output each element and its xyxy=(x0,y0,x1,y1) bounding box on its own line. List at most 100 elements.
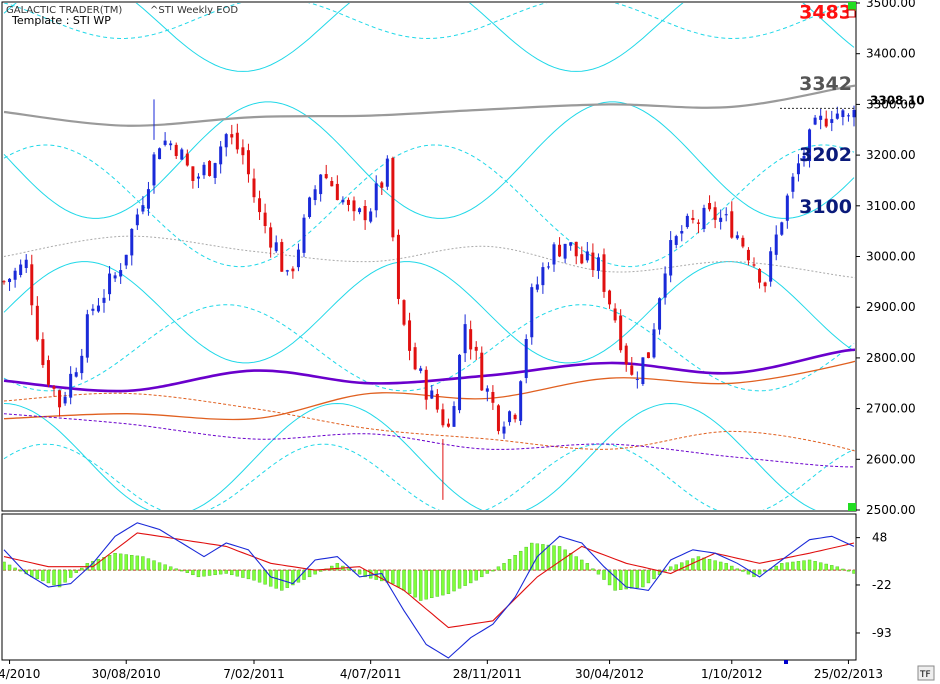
histogram-bar xyxy=(613,569,617,591)
histogram-bar xyxy=(596,569,601,575)
macd-tick-label: -93 xyxy=(872,626,892,640)
candle-body xyxy=(469,329,473,350)
histogram-bar xyxy=(624,569,628,590)
y-tick-label: 2700.00 xyxy=(866,402,916,416)
histogram-bar xyxy=(630,569,634,589)
histogram-bar xyxy=(41,569,45,582)
histogram-bar xyxy=(307,569,312,578)
candle-body xyxy=(135,214,139,226)
candle-body xyxy=(363,205,367,221)
candle-body xyxy=(296,249,300,268)
histogram-bar xyxy=(235,569,240,577)
histogram-bar xyxy=(468,569,473,584)
level-annotation: 3100 xyxy=(799,196,852,218)
candle-body xyxy=(480,352,484,391)
candle-body xyxy=(474,346,478,351)
candle-body xyxy=(663,273,667,298)
candle-body xyxy=(708,203,712,210)
y-tick-label: 3400.00 xyxy=(866,47,916,61)
histogram-bar xyxy=(152,560,156,571)
candle-body xyxy=(63,396,67,404)
histogram-bar xyxy=(246,569,251,580)
histogram-bar xyxy=(852,569,855,574)
candle-body xyxy=(724,214,728,216)
window-close-marker[interactable] xyxy=(847,9,856,18)
candle-body xyxy=(641,357,645,385)
time-cursor-marker[interactable] xyxy=(784,660,788,664)
histogram-bar xyxy=(546,544,551,571)
candle-body xyxy=(846,115,850,117)
histogram-bar xyxy=(180,569,184,572)
histogram-bar xyxy=(552,545,556,571)
candle-body xyxy=(413,347,417,370)
histogram-bar xyxy=(168,566,173,571)
histogram-bar xyxy=(713,560,717,571)
histogram-bar xyxy=(674,564,678,571)
cycle-line xyxy=(3,3,855,72)
signal-line xyxy=(3,532,855,629)
candle-body xyxy=(835,113,839,119)
scroll-down-marker[interactable] xyxy=(848,503,856,511)
cycle-line xyxy=(3,304,855,392)
app-title: GALACTIC TRADER(TM) xyxy=(6,5,122,16)
candle-body xyxy=(519,381,523,421)
histogram-bar xyxy=(446,569,451,594)
histogram-bar xyxy=(507,559,512,571)
histogram-bar xyxy=(7,564,12,571)
histogram-bar xyxy=(668,566,673,571)
candle-body xyxy=(313,189,317,201)
overlay-line xyxy=(3,360,855,421)
histogram-bar xyxy=(202,569,206,577)
candle-body xyxy=(780,222,784,235)
y-tick-label: 3000.00 xyxy=(866,250,916,264)
histogram-bar xyxy=(796,561,801,571)
histogram-bar xyxy=(580,559,584,571)
histogram-bar xyxy=(557,546,562,571)
histogram-bar xyxy=(480,569,484,578)
candle-body xyxy=(69,373,73,398)
histogram-bar xyxy=(696,556,701,571)
candle-body xyxy=(280,242,284,272)
candle-body xyxy=(196,176,200,179)
cycle-line xyxy=(3,101,855,219)
candle-body xyxy=(541,267,545,286)
candle-body xyxy=(263,212,267,227)
candle-body xyxy=(330,180,334,187)
candle-body xyxy=(646,352,650,359)
candle-body xyxy=(230,134,234,138)
candle-body xyxy=(630,365,634,375)
histogram-bar xyxy=(418,569,423,601)
histogram-bar xyxy=(357,569,362,575)
histogram-bar xyxy=(807,559,812,571)
histogram-bar xyxy=(146,558,151,571)
histogram-bar xyxy=(291,569,295,586)
scroll-up-marker[interactable] xyxy=(848,2,856,11)
histogram-bar xyxy=(135,555,140,571)
candle-body xyxy=(291,268,295,272)
histogram-bar xyxy=(285,569,290,588)
candle-body xyxy=(713,207,717,220)
candle-body xyxy=(285,270,289,272)
candle-body xyxy=(91,308,95,311)
candle-body xyxy=(652,329,656,358)
candle-body xyxy=(774,234,778,255)
histogram-bar xyxy=(641,569,645,588)
histogram-bar xyxy=(830,565,834,571)
candle-body xyxy=(791,176,795,192)
histogram-bar xyxy=(330,565,334,571)
x-tick-label: 30/04/2012 xyxy=(575,667,644,681)
histogram-bar xyxy=(57,569,62,588)
cycle-line xyxy=(3,3,853,40)
histogram-bar xyxy=(224,569,228,574)
candle-body xyxy=(685,215,689,228)
candle-body xyxy=(502,426,506,434)
histogram-bar xyxy=(413,569,417,598)
candle-body xyxy=(41,339,45,366)
candle-body xyxy=(441,409,445,426)
last-price-label: 3308.10 xyxy=(870,93,925,107)
cycle-line xyxy=(3,402,816,510)
tf-badge[interactable] xyxy=(917,665,935,681)
candle-body xyxy=(24,259,28,269)
candle-body xyxy=(119,270,123,277)
candle-body xyxy=(258,198,262,213)
